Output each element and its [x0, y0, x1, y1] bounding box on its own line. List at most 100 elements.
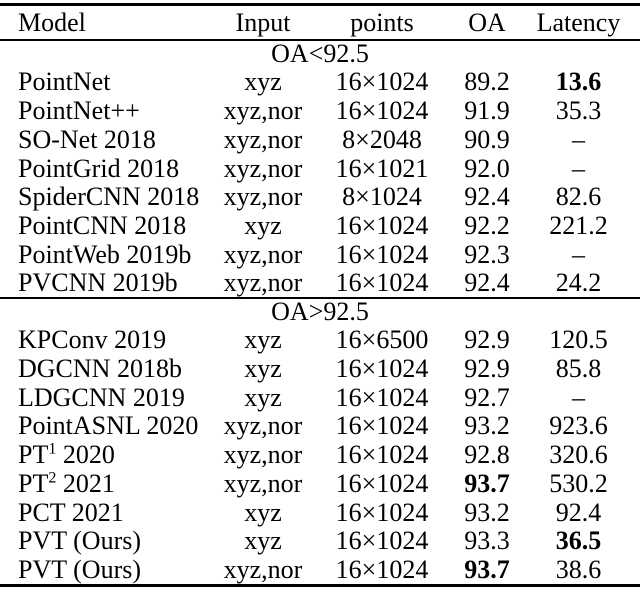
cell-oa: 93.7	[464, 555, 510, 585]
cell-points: 16×1021	[335, 153, 429, 183]
table-row: PVT (Ours) xyz 16×1024 93.3 36.5	[0, 526, 640, 555]
table-row: PT1 2020 xyz,nor 16×1024 92.8 320.6	[0, 440, 640, 469]
cell-latency: –	[572, 239, 585, 269]
cell-input: xyz	[244, 210, 282, 240]
col-header-input: Input	[235, 7, 291, 37]
cell-points: 16×1024	[335, 354, 429, 384]
cell-points: 16×1024	[335, 440, 429, 470]
cell-model: PCT 2021	[18, 497, 124, 527]
table-row: PointNet++ xyz,nor 16×1024 91.9 35.3	[0, 96, 640, 125]
section-oa-below-92-5: OA<92.5 PointNet xyz 16×1024 89.2 13.6 PointNe…	[0, 41, 640, 298]
cell-model: KPConv 2019	[18, 325, 167, 355]
cell-input: xyz	[244, 354, 282, 384]
cell-input: xyz,nor	[223, 268, 303, 298]
cell-model: PointWeb 2019b	[18, 239, 192, 269]
cell-model: DGCNN 2018b	[18, 354, 182, 384]
cell-oa: 92.8	[464, 440, 510, 470]
table-row: PointNet xyz 16×1024 89.2 13.6	[0, 67, 640, 96]
table-row: PointCNN 2018 xyz 16×1024 92.2 221.2	[0, 211, 640, 240]
cell-latency: 530.2	[549, 468, 608, 498]
cell-model: LDGCNN 2019	[18, 382, 185, 412]
cell-points: 16×1024	[335, 239, 429, 269]
header-row: Model Input points OA Latency	[0, 6, 640, 39]
col-header-latency: Latency	[536, 7, 621, 37]
model-superscript: 2	[48, 469, 57, 487]
section-divider-rule	[0, 297, 640, 300]
cell-latency: 85.8	[555, 354, 602, 384]
cell-input: xyz,nor	[223, 239, 303, 269]
table-row: PointWeb 2019b xyz,nor 16×1024 92.3 –	[0, 240, 640, 269]
cell-oa: 93.3	[464, 526, 510, 556]
cell-model: PT2 2021	[18, 468, 115, 498]
cell-oa: 93.2	[464, 497, 510, 527]
cell-model: PointCNN 2018	[18, 210, 187, 240]
cell-oa: 89.2	[464, 67, 510, 97]
cell-points: 16×1024	[335, 210, 429, 240]
table-row: PVT (Ours) xyz,nor 16×1024 93.7 38.6	[0, 555, 640, 584]
cell-oa: 92.7	[464, 382, 510, 412]
cell-points: 16×1024	[335, 555, 429, 585]
section-oa-above-92-5: OA>92.5 KPConv 2019 xyz 16×6500 92.9 120.5 DGC…	[0, 299, 640, 584]
cell-oa: 90.9	[464, 124, 510, 154]
cell-input: xyz,nor	[223, 153, 303, 183]
cell-latency: 35.3	[555, 96, 602, 126]
cell-model: SpiderCNN 2018	[18, 182, 200, 212]
cell-model: PointNet++	[18, 96, 140, 126]
header-rule	[0, 39, 640, 42]
cell-latency: 24.2	[555, 268, 602, 298]
cell-input: xyz,nor	[223, 468, 303, 498]
cell-points: 16×1024	[335, 67, 429, 97]
top-rule	[0, 3, 640, 7]
table-row: KPConv 2019 xyz 16×6500 92.9 120.5	[0, 325, 640, 354]
cell-input: xyz,nor	[223, 440, 303, 470]
cell-input: xyz	[244, 382, 282, 412]
cell-latency: 92.4	[555, 497, 602, 527]
cell-latency: 320.6	[549, 440, 608, 470]
cell-input: xyz	[244, 526, 282, 556]
table-row: SpiderCNN 2018 xyz,nor 8×1024 92.4 82.6	[0, 182, 640, 211]
cell-oa: 92.0	[464, 153, 510, 183]
cell-input: xyz,nor	[223, 555, 303, 585]
cell-latency: 221.2	[549, 210, 608, 240]
cell-oa: 92.4	[464, 182, 510, 212]
cell-latency: 120.5	[549, 325, 608, 355]
cell-model: SO-Net 2018	[18, 124, 156, 154]
cell-latency: 38.6	[555, 555, 602, 585]
cell-model: PVT (Ours)	[18, 555, 142, 585]
cell-input: xyz	[244, 325, 282, 355]
cell-oa: 93.2	[464, 411, 510, 441]
cell-points: 16×6500	[335, 325, 429, 355]
cell-oa: 91.9	[464, 96, 510, 126]
cell-oa: 92.2	[464, 210, 510, 240]
table-row: PointASNL 2020 xyz,nor 16×1024 93.2 923.6	[0, 411, 640, 440]
cell-points: 8×1024	[342, 182, 422, 212]
table-row: PCT 2021 xyz 16×1024 93.2 92.4	[0, 498, 640, 527]
cell-points: 8×2048	[342, 124, 422, 154]
cell-latency: –	[572, 153, 585, 183]
cell-input: xyz,nor	[223, 124, 303, 154]
cell-input: xyz,nor	[223, 182, 303, 212]
cell-model: PointNet	[18, 67, 111, 97]
table-row: PointGrid 2018 xyz,nor 16×1021 92.0 –	[0, 154, 640, 183]
cell-oa: 93.7	[464, 468, 510, 498]
cell-latency: 82.6	[555, 182, 602, 212]
cell-model: PVT (Ours)	[18, 526, 142, 556]
cell-model: PVCNN 2019b	[18, 268, 178, 298]
table-row: PT2 2021 xyz,nor 16×1024 93.7 530.2	[0, 469, 640, 498]
cell-latency: –	[572, 382, 585, 412]
col-header-oa: OA	[468, 7, 506, 37]
cell-latency: –	[572, 124, 585, 154]
cell-oa: 92.4	[464, 268, 510, 298]
cell-points: 16×1024	[335, 526, 429, 556]
cell-model: PointGrid 2018	[18, 153, 180, 183]
cell-input: xyz,nor	[223, 411, 303, 441]
cell-points: 16×1024	[335, 382, 429, 412]
cell-latency: 13.6	[555, 67, 602, 97]
table-row: PVCNN 2019b xyz,nor 16×1024 92.4 24.2	[0, 268, 640, 297]
cell-input: xyz	[244, 497, 282, 527]
cell-oa: 92.9	[464, 325, 510, 355]
cell-points: 16×1024	[335, 497, 429, 527]
cell-input: xyz,nor	[223, 96, 303, 126]
col-header-points: points	[350, 7, 414, 37]
